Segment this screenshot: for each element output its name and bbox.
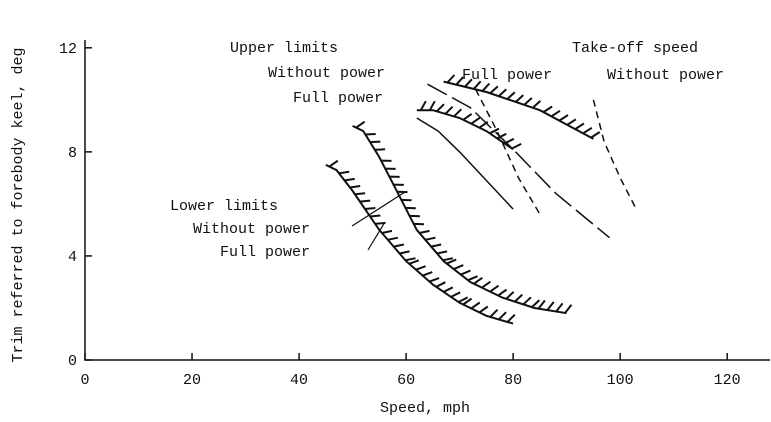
hatching [446,74,601,139]
y-tick-label: 4 [68,249,77,266]
hatching [355,120,573,314]
annotation: Lower limits [170,198,278,215]
y-tick-label: 12 [59,41,77,58]
annotation: Without power [193,221,310,238]
y-tick-label: 8 [68,145,77,162]
series-line [443,80,594,140]
x-axis-label: Speed, mph [380,400,470,417]
series-line [416,117,514,210]
x-tick-label: 100 [607,372,634,389]
annotation: Upper limits [230,40,338,57]
annotation: Full power [462,67,552,84]
y-tick-label: 0 [68,353,77,370]
series-line [592,99,637,210]
x-tick-label: 60 [397,372,415,389]
annotation: Take-off speed [572,40,698,57]
series-line [475,89,541,215]
x-tick-label: 80 [504,372,522,389]
x-tick-label: 20 [183,372,201,389]
y-axis-label: Trim referred to forebody keel, deg [10,47,27,362]
leader-line [351,191,406,251]
x-tick-label: 40 [290,372,308,389]
series-line [427,83,610,239]
series-line [325,164,514,325]
series-line [416,109,514,151]
annotation: Without power [607,67,724,84]
annotation: Full power [293,90,383,107]
annotation: Full power [220,244,310,261]
x-tick-label: 0 [80,372,89,389]
hatching [419,100,522,150]
annotation: Without power [268,65,385,82]
hatching [328,159,516,323]
x-tick-label: 120 [714,372,741,389]
series-line [352,125,567,315]
